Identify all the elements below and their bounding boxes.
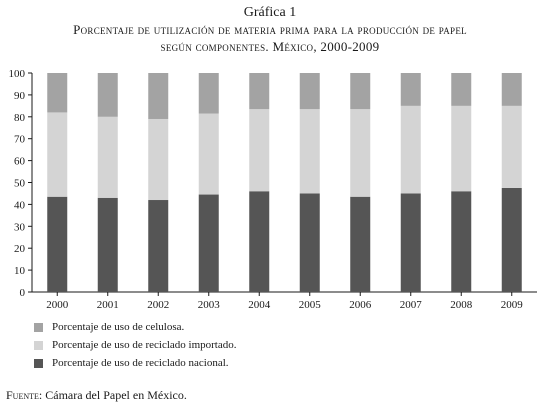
- bar-segment-1: [97, 116, 118, 198]
- bar-segment-2: [451, 73, 472, 106]
- bar-segment-0: [451, 191, 472, 292]
- bar-segment-2: [299, 73, 320, 110]
- x-tick-label: 2005: [299, 299, 322, 311]
- x-tick-label: 2002: [147, 299, 169, 311]
- bar-segment-2: [350, 73, 371, 110]
- legend-label: Porcentaje de uso de celulosa.: [52, 321, 185, 333]
- bar-segment-0: [249, 191, 270, 292]
- legend-item: Porcentaje de uso de reciclado nacional.: [34, 354, 237, 372]
- legend-swatch: [34, 322, 43, 332]
- x-tick-label: 2003: [198, 299, 221, 311]
- y-tick-label: 80: [14, 112, 26, 124]
- chart-title-line-1: Porcentaje de utilización de materia pri…: [73, 22, 467, 37]
- x-tick-label: 2008: [450, 299, 473, 311]
- legend-item: Porcentaje de uso de reciclado importado…: [34, 336, 237, 354]
- x-tick-label: 2009: [501, 299, 524, 311]
- bar-segment-0: [47, 196, 68, 292]
- x-tick-label: 2007: [400, 299, 423, 311]
- bar-segment-0: [299, 193, 320, 292]
- legend-label: Porcentaje de uso de reciclado nacional.: [52, 357, 229, 369]
- bar-segment-2: [501, 73, 522, 106]
- y-tick-label: 20: [14, 243, 26, 255]
- bar-segment-0: [97, 197, 118, 292]
- bar-segment-0: [148, 200, 169, 292]
- bar-segment-1: [501, 105, 522, 188]
- y-tick-label: 60: [14, 156, 26, 168]
- y-tick-label: 40: [14, 199, 26, 211]
- legend-swatch: [34, 340, 43, 350]
- y-tick-label: 70: [14, 134, 26, 146]
- y-tick-label: 0: [20, 287, 26, 299]
- y-tick-label: 10: [14, 265, 26, 277]
- bar-segment-1: [350, 109, 371, 197]
- legend-item: Porcentaje de uso de celulosa.: [34, 318, 237, 336]
- bar-segment-2: [97, 73, 118, 117]
- bar-segment-0: [350, 196, 371, 292]
- source-text: Cámara del Papel en México.: [42, 388, 187, 402]
- bar-segment-0: [501, 187, 522, 292]
- bar-segment-1: [47, 112, 68, 197]
- bar-segment-1: [400, 105, 421, 194]
- y-tick-label: 50: [14, 178, 26, 190]
- chart-title-line-2: según componentes. México, 2000-2009: [160, 39, 380, 54]
- bar-segment-2: [148, 73, 169, 119]
- bar-segment-2: [249, 73, 270, 110]
- legend-swatch: [34, 358, 43, 368]
- bar-segment-2: [198, 73, 219, 114]
- bar-segment-1: [249, 109, 270, 192]
- y-tick-label: 100: [9, 68, 26, 80]
- stacked-bar-chart: 0 10 20 30 40 50 60 70 80 90 100 2000 2001 2002 2003 20…: [9, 68, 537, 311]
- source-label: Fuente:: [6, 388, 43, 402]
- legend: Porcentaje de uso de celulosa. Porcentaje…: [34, 318, 237, 372]
- bar-segment-1: [299, 109, 320, 194]
- bar-segment-1: [148, 118, 169, 201]
- bar-segment-1: [198, 113, 219, 195]
- bar-segment-0: [198, 194, 219, 292]
- bar-segment-2: [47, 73, 68, 113]
- bar-segment-2: [400, 73, 421, 106]
- x-tick-label: 2004: [248, 299, 271, 311]
- bar-segment-1: [451, 105, 472, 192]
- y-tick-label: 30: [14, 221, 26, 233]
- x-tick-label: 2001: [97, 299, 119, 311]
- x-tick-label: 2000: [46, 299, 69, 311]
- title-block: Gráfica 1 Porcentaje de utilización de m…: [0, 4, 540, 55]
- x-tick-label: 2006: [349, 299, 372, 311]
- source-note: Fuente: Cámara del Papel en México.: [6, 388, 187, 403]
- y-tick-label: 90: [14, 90, 26, 102]
- figure-label: Gráfica 1: [243, 5, 297, 20]
- legend-label: Porcentaje de uso de reciclado importado…: [52, 339, 237, 351]
- bar-segment-0: [400, 193, 421, 292]
